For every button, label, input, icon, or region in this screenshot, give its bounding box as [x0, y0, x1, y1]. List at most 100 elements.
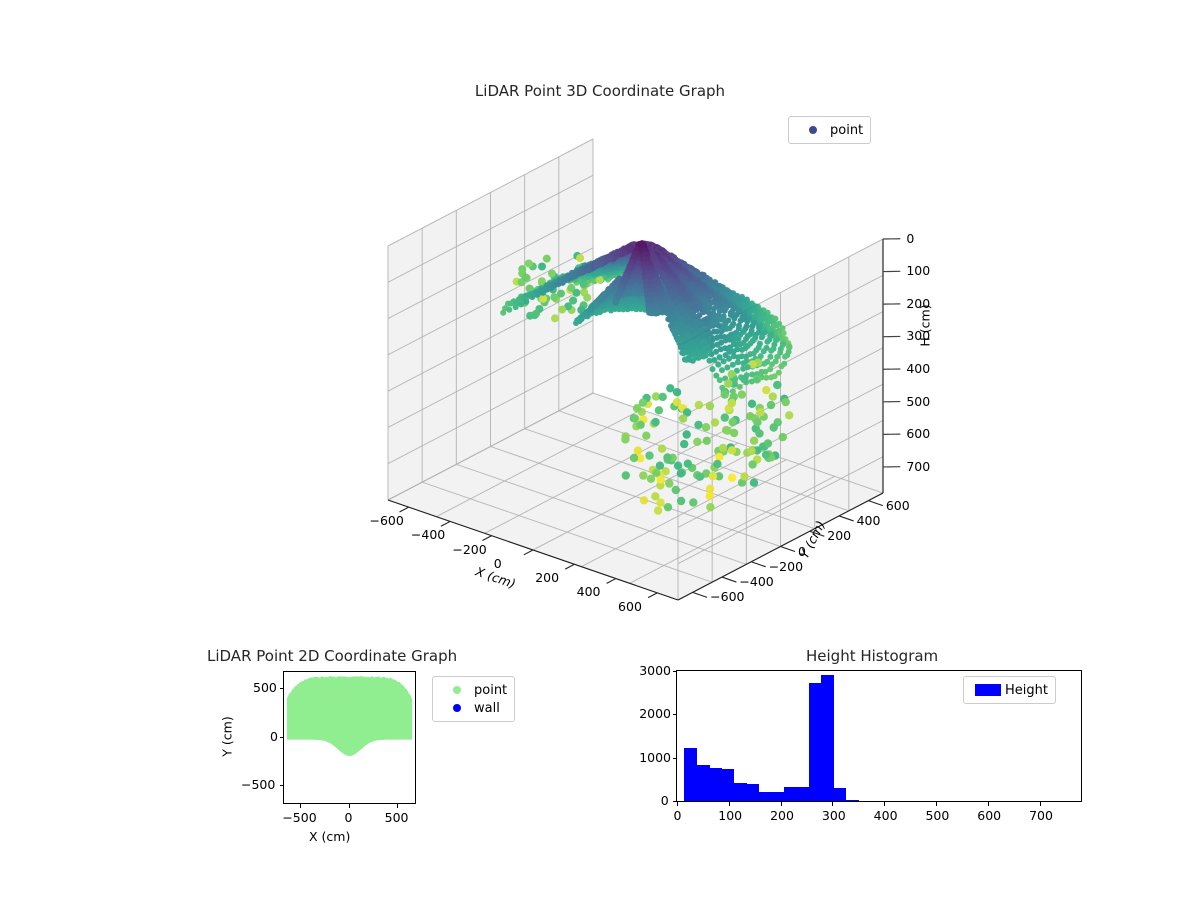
- axis-tick-mark: [728, 802, 730, 806]
- point-cloud-region: [286, 675, 413, 756]
- axis-tick-label: −200: [768, 558, 804, 574]
- histogram-xtick: 0: [673, 808, 682, 823]
- plot3d-axes: −600 −400 −200 0 200 400 600 −600 −400 −200 0 200 40…: [300, 138, 933, 630]
- histogram-xtick: 200: [770, 808, 794, 823]
- axis-tick-label: −400: [739, 574, 774, 590]
- plot2d-ytick: 0: [270, 728, 278, 744]
- histogram-bar: [833, 788, 847, 801]
- axis-tick-label: −200: [452, 541, 487, 557]
- axis-tick-label: −600: [710, 589, 745, 605]
- histogram-bar: [820, 674, 834, 801]
- axis-tick-label: 400: [906, 361, 931, 376]
- axis-tick-mark: [987, 802, 989, 806]
- axis-tick-label: 0: [798, 543, 806, 559]
- histogram-bar: [783, 786, 797, 801]
- histogram-ytick: 1000: [639, 749, 671, 765]
- plot3d-title: LiDAR Point 3D Coordinate Graph: [474, 82, 726, 100]
- histogram-ytick: 3000: [639, 663, 671, 678]
- histogram-xtick: 300: [821, 808, 846, 823]
- plot2d-canvas: [286, 675, 413, 756]
- legend-label: point: [474, 682, 508, 698]
- axis-tick-label: 0: [906, 230, 915, 246]
- axis-tick-mark: [677, 802, 678, 806]
- histogram-bar: [771, 791, 785, 801]
- histogram-bar: [684, 748, 698, 801]
- histogram-ytick: 2000: [639, 706, 671, 722]
- axis-tick-label: −600: [369, 512, 404, 528]
- axis-tick-mark: [672, 757, 676, 759]
- axis-tick-label: 600: [906, 426, 931, 442]
- histogram-xtick: 500: [925, 808, 950, 823]
- histogram-bar: [758, 791, 772, 801]
- axis-tick-mark: [935, 802, 937, 806]
- legend-label: point: [830, 122, 864, 138]
- axis-tick-label: 500: [906, 393, 931, 409]
- histogram-bar: [709, 768, 722, 801]
- axis-tick-mark: [396, 804, 398, 808]
- axis-tick-label: 400: [576, 584, 601, 600]
- axis-tick-label: 300: [906, 328, 931, 344]
- plot2d-xtick: 500: [384, 810, 409, 825]
- axis-tick-mark: [780, 802, 782, 806]
- plot3d-legend: point: [788, 116, 872, 144]
- legend-entry-point: point: [440, 681, 507, 699]
- legend-marker-icon: [796, 126, 830, 134]
- axis-tick-label: −400: [410, 527, 446, 543]
- axis-tick-mark: [279, 688, 283, 690]
- histogram-xtick: 100: [718, 808, 743, 823]
- legend-entry-height: Height: [971, 681, 1048, 699]
- histogram-xtick: 700: [1029, 808, 1053, 823]
- legend-entry-wall: wall: [440, 699, 507, 717]
- axis-tick-mark: [348, 804, 350, 808]
- axis-tick-mark: [672, 714, 676, 716]
- histogram-bar: [808, 683, 822, 801]
- histogram-ytick: 0: [660, 793, 669, 808]
- histogram-bar: [696, 765, 710, 801]
- plot2d-ytick: −500: [241, 776, 276, 792]
- plot3d-zaxis-label: H (cm): [917, 304, 933, 347]
- histogram-legend: Height: [963, 676, 1056, 704]
- plot2d-legend: point wall: [432, 676, 516, 722]
- plot2d-xaxis-label: X (cm): [309, 829, 351, 844]
- axis-tick-label: 600: [618, 598, 642, 614]
- plot2d-ytick: 500: [253, 680, 277, 696]
- histogram-bar: [733, 783, 747, 801]
- histogram-bar: [721, 768, 735, 801]
- axis-tick-label: 100: [906, 263, 931, 279]
- axis-tick-mark: [1039, 802, 1041, 806]
- histogram-xtick: 600: [977, 808, 1002, 823]
- axis-tick-label: 200: [827, 528, 852, 544]
- axis-tick-mark: [832, 802, 834, 806]
- axis-tick-label: 0: [493, 555, 502, 571]
- axis-tick-label: 600: [885, 497, 910, 513]
- axis-tick-label: 700: [906, 458, 931, 474]
- axis-tick-label: 200: [906, 295, 931, 311]
- histogram-bars: [677, 671, 1081, 801]
- legend-swatch-icon: [971, 684, 1005, 696]
- histogram-bar: [845, 799, 859, 801]
- plot2d-xtick: 0: [344, 810, 353, 825]
- axis-tick-mark: [279, 736, 283, 738]
- axis-tick-mark: [672, 801, 676, 802]
- histogram-title: Height Histogram: [806, 647, 939, 665]
- axis-tick-mark: [672, 671, 676, 672]
- legend-label: Height: [1005, 682, 1048, 698]
- axis-tick-mark: [279, 784, 283, 786]
- histogram-bar: [796, 786, 809, 801]
- legend-label: wall: [474, 700, 500, 716]
- plot2d-title: LiDAR Point 2D Coordinate Graph: [207, 647, 458, 665]
- axis-tick-label: 400: [856, 512, 881, 528]
- histogram-bar: [746, 783, 760, 801]
- axis-tick-mark: [300, 804, 302, 808]
- plot2d-axes: [283, 671, 416, 804]
- legend-marker-icon: [440, 704, 474, 712]
- axis-tick-mark: [884, 802, 886, 806]
- histogram-xtick: 400: [873, 808, 898, 823]
- plot2d-yaxis-label: Y (cm): [219, 716, 235, 757]
- legend-marker-icon: [440, 686, 474, 694]
- legend-entry-point: point: [796, 121, 863, 139]
- plot3d-canvas: [387, 138, 901, 601]
- axis-tick-label: 200: [535, 570, 560, 586]
- plot2d-xtick: −500: [282, 810, 317, 825]
